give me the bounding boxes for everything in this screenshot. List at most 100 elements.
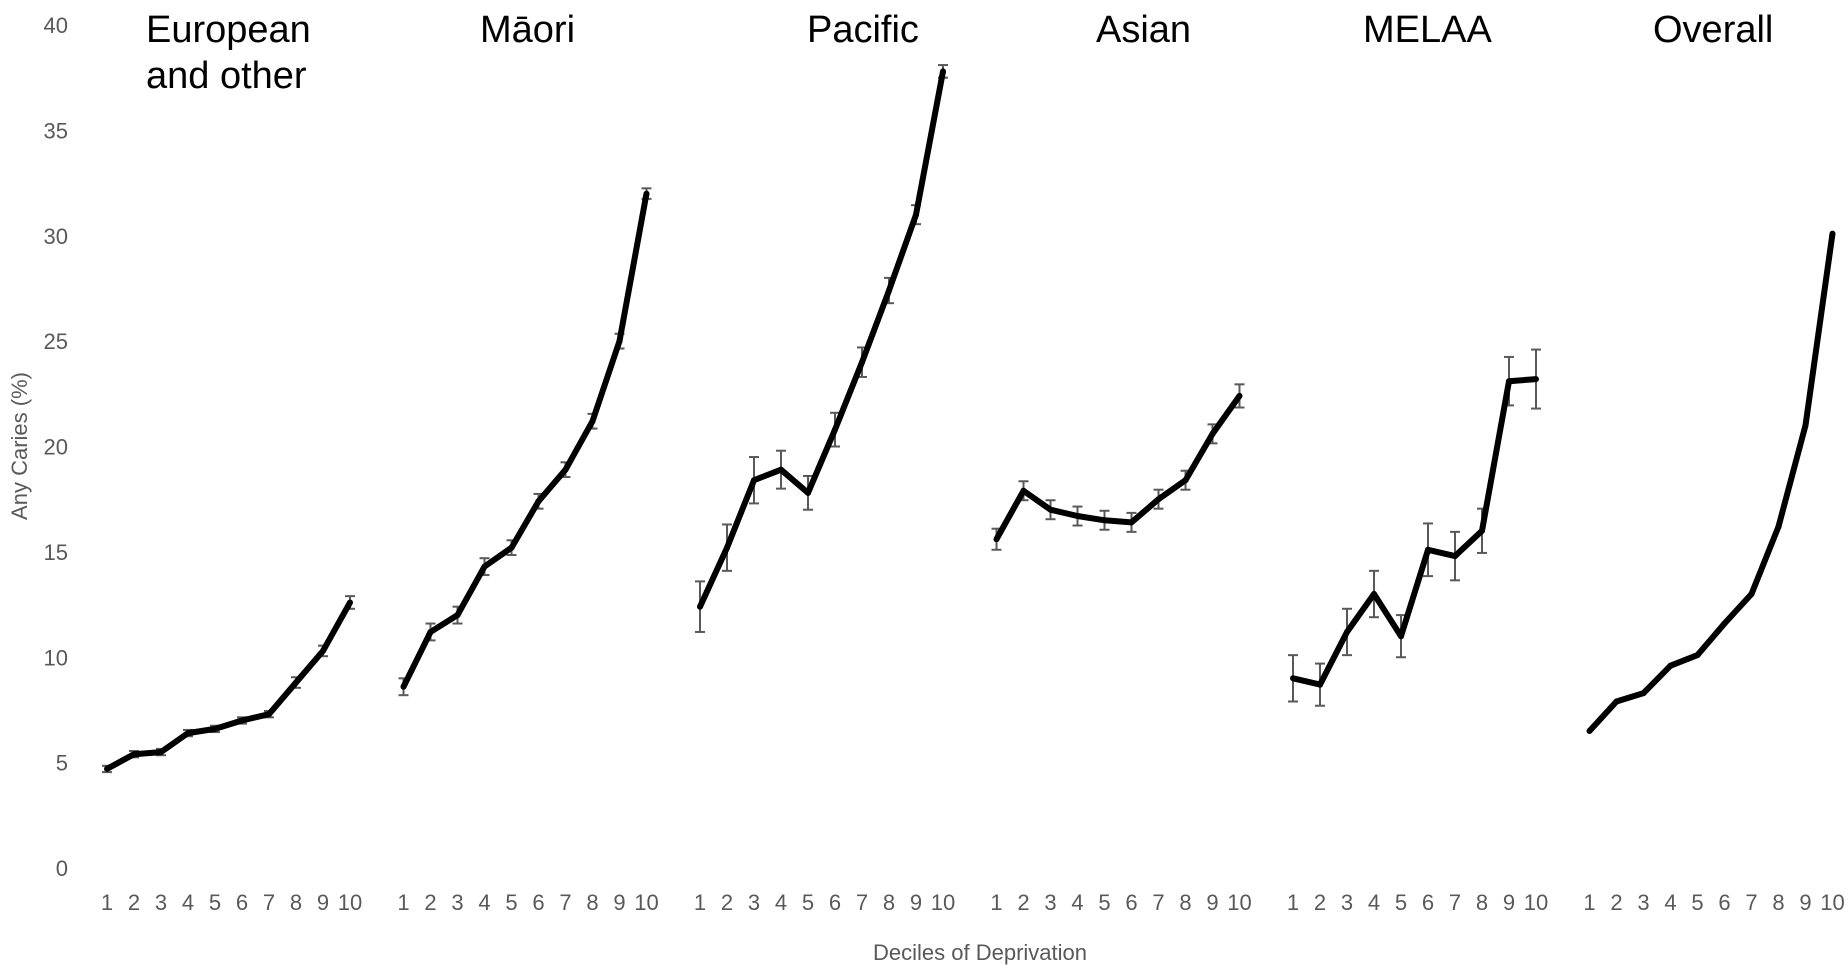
y-tick-label: 15 [44, 540, 68, 565]
x-tick-label: 2 [1017, 890, 1029, 915]
y-axis-title: Any Caries (%) [7, 372, 32, 520]
x-tick-label: 2 [424, 890, 436, 915]
x-tick-label: 5 [209, 890, 221, 915]
y-tick-label: 30 [44, 224, 68, 249]
x-tick-label: 4 [478, 890, 490, 915]
y-tick-label: 35 [44, 118, 68, 143]
x-tick-label: 8 [1476, 890, 1488, 915]
x-tick-label: 7 [1449, 890, 1461, 915]
x-tick-label: 2 [721, 890, 733, 915]
data-point [1452, 553, 1458, 560]
data-point [1020, 487, 1027, 494]
data-point [1533, 376, 1539, 383]
x-tick-label: 6 [829, 890, 841, 915]
x-tick-label: 1 [694, 890, 706, 915]
x-tick-label: 5 [802, 890, 814, 915]
series-title: European [146, 9, 311, 51]
x-tick-label: 2 [1314, 890, 1326, 915]
x-tick-label: 1 [1287, 890, 1299, 915]
x-tick-label: 7 [263, 890, 275, 915]
data-point [1640, 690, 1647, 697]
data-point [1344, 629, 1350, 635]
series-group: Pacific 1 2 3 4 5 6 7 8 9 10 [694, 9, 955, 915]
data-point [1667, 662, 1674, 669]
x-tick-label: 9 [1799, 890, 1811, 915]
x-tick-label: 9 [317, 890, 329, 915]
x-tick-label: 1 [101, 890, 113, 915]
x-tick-label: 6 [1422, 890, 1434, 915]
x-tick-label: 6 [236, 890, 248, 915]
data-point [1047, 506, 1054, 513]
x-tick-label: 1 [990, 890, 1002, 915]
data-point [1802, 422, 1809, 429]
x-tick-label: 1 [1583, 890, 1595, 915]
y-tick-label: 5 [56, 751, 68, 776]
data-point [1721, 620, 1728, 627]
x-tick-label: 10 [1524, 890, 1548, 915]
x-tick-label: 8 [883, 890, 895, 915]
x-tick-label: 9 [1503, 890, 1515, 915]
data-point [751, 477, 757, 484]
data-point [1371, 591, 1377, 597]
data-point [1101, 517, 1108, 524]
data-point [1155, 496, 1162, 503]
series-group: MELAA 1 2 3 4 5 6 7 8 9 10 [1287, 9, 1548, 915]
data-point [1586, 728, 1593, 734]
x-tick-label: 9 [1206, 890, 1218, 915]
data-point [400, 683, 407, 690]
data-point [1209, 430, 1216, 437]
data-point [158, 749, 164, 756]
x-tick-label: 2 [128, 890, 140, 915]
data-point [212, 725, 218, 732]
data-point [266, 711, 272, 718]
data-point [320, 647, 326, 654]
data-point [724, 544, 730, 551]
x-tick-label: 2 [1610, 890, 1622, 915]
x-tick-label: 5 [505, 890, 517, 915]
y-tick-label: 0 [56, 856, 68, 881]
x-tick-label: 5 [1691, 890, 1703, 915]
data-point [131, 751, 137, 758]
data-point [481, 563, 488, 570]
x-tick-label: 4 [182, 890, 194, 915]
data-point [535, 498, 542, 505]
data-point [859, 359, 865, 366]
x-tick-label: 3 [1637, 890, 1649, 915]
series-line [105, 601, 353, 772]
x-tick-label: 7 [559, 890, 571, 915]
data-point [508, 544, 515, 551]
series-line [697, 70, 946, 608]
data-point [104, 765, 110, 772]
data-point [1182, 477, 1189, 484]
data-point [454, 612, 461, 619]
x-tick-label: 4 [1664, 890, 1676, 915]
data-point [886, 287, 892, 294]
x-tick-label: 4 [775, 890, 787, 915]
x-tick-label: 5 [1395, 890, 1407, 915]
x-tick-label: 1 [397, 890, 409, 915]
data-point [1613, 698, 1620, 705]
x-tick-label: 4 [1368, 890, 1380, 915]
series-group: Māori 1 2 3 4 5 6 7 8 9 10 [397, 9, 658, 915]
data-point [1398, 633, 1404, 640]
x-tick-label: 3 [155, 890, 167, 915]
data-point [1317, 681, 1323, 688]
x-tick-label: 7 [856, 890, 868, 915]
series-title: and other [146, 55, 307, 97]
x-tick-label: 6 [532, 890, 544, 915]
x-tick-label: 5 [1098, 890, 1110, 915]
series-line [1292, 376, 1537, 688]
series-line [400, 193, 650, 689]
data-point [832, 426, 838, 433]
data-point [562, 466, 569, 473]
x-tick-label: 3 [1341, 890, 1353, 915]
x-tick-label: 7 [1745, 890, 1757, 915]
data-point [993, 536, 1000, 543]
x-tick-label: 7 [1152, 890, 1164, 915]
x-tick-label: 8 [586, 890, 598, 915]
y-tick-label: 25 [44, 329, 68, 354]
series-group: Asian 1 2 3 4 5 6 7 8 9 10 [990, 9, 1251, 915]
series-title: Māori [480, 9, 575, 51]
